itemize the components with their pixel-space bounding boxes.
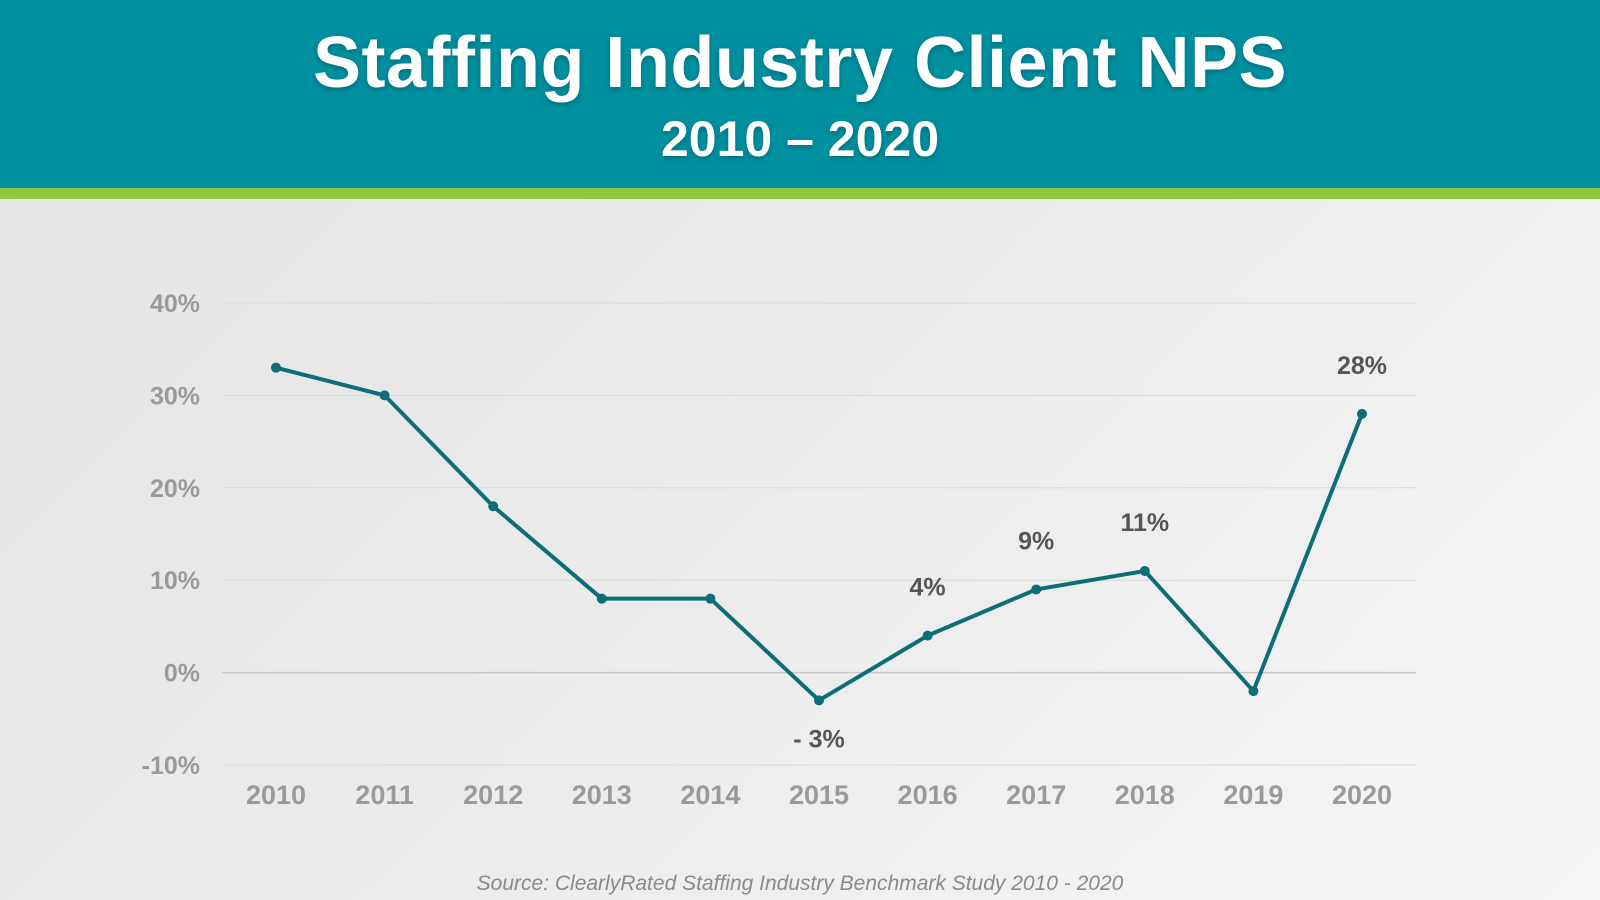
data-point — [1139, 565, 1150, 576]
x-tick-label: 2015 — [789, 780, 849, 810]
x-tick-label: 2017 — [1006, 780, 1066, 810]
header-banner: Staffing Industry Client NPS 2010 – 2020 — [0, 0, 1600, 188]
data-point — [1031, 584, 1042, 595]
x-tick-label: 2018 — [1115, 780, 1175, 810]
data-point — [596, 593, 607, 604]
y-tick-label: 40% — [150, 290, 200, 318]
data-label: 11% — [1120, 509, 1169, 537]
x-tick-label: 2010 — [246, 780, 306, 810]
x-tick-label: 2019 — [1223, 780, 1283, 810]
data-label: - 3% — [793, 725, 844, 753]
data-point — [488, 501, 499, 512]
data-point — [379, 390, 390, 401]
y-tick-label: -10% — [142, 752, 200, 780]
data-label: 9% — [1018, 527, 1054, 555]
y-tick-label: 20% — [150, 475, 200, 503]
x-tick-label: 2011 — [355, 780, 414, 810]
data-point — [1357, 408, 1367, 419]
header-accent-stripe — [0, 188, 1600, 199]
x-tick-label: 2014 — [680, 780, 740, 810]
y-tick-label: 0% — [164, 660, 200, 688]
data-point — [814, 695, 824, 706]
source-note: Source: ClearlyRated Staffing Industry B… — [476, 872, 1124, 895]
data-point — [271, 362, 281, 373]
data-label: 4% — [910, 574, 946, 602]
data-label: 28% — [1337, 352, 1387, 380]
page-subtitle: 2010 – 2020 — [660, 111, 940, 167]
y-tick-label: 30% — [150, 382, 200, 410]
x-tick-label: 2016 — [898, 780, 958, 810]
x-tick-label: 2012 — [463, 780, 523, 810]
x-tick-label: 2020 — [1332, 780, 1392, 810]
series-line — [274, 365, 1364, 703]
y-tick-label: 10% — [150, 567, 200, 595]
x-tick-label: 2013 — [572, 780, 632, 810]
data-point — [1248, 686, 1259, 697]
data-point — [922, 630, 933, 641]
data-point — [705, 593, 716, 604]
page-title: Staffing Industry Client NPS — [312, 23, 1288, 103]
